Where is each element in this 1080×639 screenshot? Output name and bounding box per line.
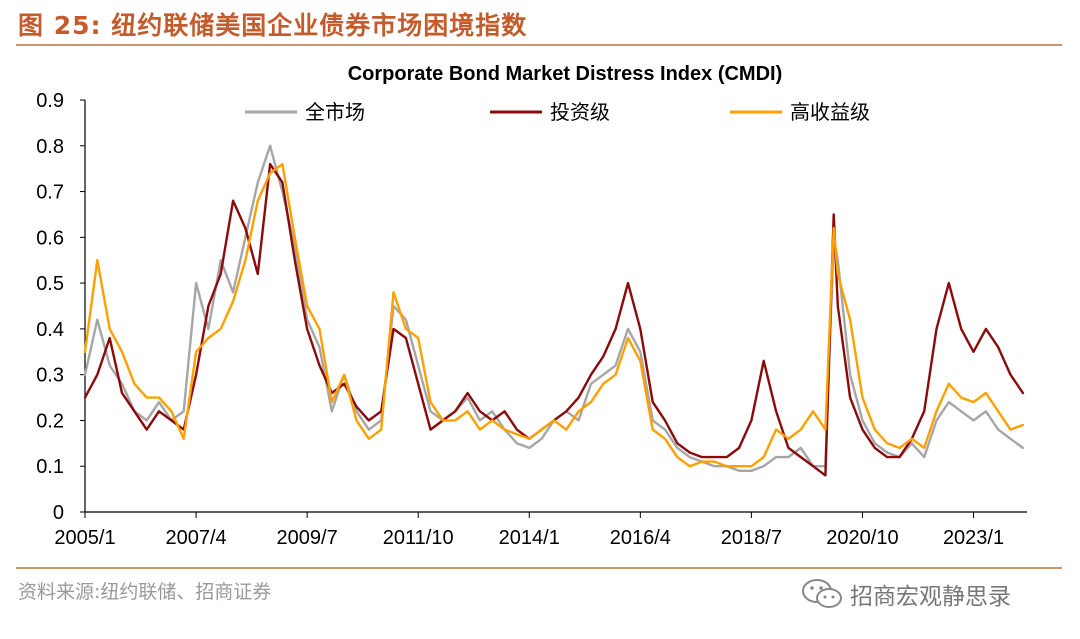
figure-label: 图 25: [18, 11, 102, 40]
legend-label-2: 高收益级 [790, 100, 870, 124]
figure-title-text: 纽约联储美国企业债券市场困境指数 [111, 11, 528, 40]
x-tick-label: 2005/1 [54, 527, 115, 549]
y-tick-label: 0.9 [36, 90, 64, 112]
chart-legend: 全市场 投资级 高收益级 [245, 100, 870, 124]
x-axis: 2005/1 2007/4 2009/7 2011/10 2014/1 2016/4 201… [54, 511, 1027, 549]
y-tick-label: 0.7 [36, 182, 64, 204]
source-note: 资料来源:纽约联储、招商证券 [18, 581, 272, 603]
y-tick-label: 0.3 [36, 365, 64, 387]
x-tick-label: 2007/4 [165, 527, 226, 549]
series-line-1 [83, 162, 1025, 477]
figure-title: 图 25: 纽约联储美国企业债券市场困境指数 [18, 6, 527, 42]
x-tick-label: 2014/1 [499, 527, 560, 549]
y-tick-label: 0.2 [36, 410, 64, 432]
legend-label-0: 全市场 [305, 100, 365, 124]
x-tick-label: 2020/10 [826, 527, 898, 549]
y-tick-label: 0.4 [36, 319, 64, 341]
legend-label-1: 投资级 [550, 100, 610, 124]
y-tick-label: 0.5 [36, 273, 64, 295]
series-line-2 [83, 162, 1025, 468]
y-tick-label: 0.8 [36, 136, 64, 158]
footer-rule [16, 567, 1062, 569]
x-tick-label: 2016/4 [610, 527, 671, 549]
chart-title: Corporate Bond Market Distress Index (CM… [348, 63, 783, 85]
x-tick-label: 2009/7 [277, 527, 338, 549]
y-tick-label: 0.1 [36, 456, 64, 478]
header-rule [16, 44, 1062, 46]
y-tick-label: 0 [53, 502, 64, 524]
x-tick-label: 2023/1 [943, 527, 1004, 549]
series-line-0 [83, 144, 1025, 472]
y-axis: 0 0.1 0.2 0.3 0.4 0.5 0.6 0.7 0.8 0.9 [36, 90, 86, 524]
y-tick-label: 0.6 [36, 227, 64, 249]
wechat-icon [802, 579, 842, 608]
cmdi-line-chart: Corporate Bond Market Distress Index (CM… [36, 63, 1027, 549]
watermark: 招商宏观静思录 [800, 577, 1011, 611]
watermark-text: 招商宏观静思录 [850, 584, 1011, 610]
x-tick-label: 2011/10 [383, 527, 454, 549]
series-lines [83, 144, 1025, 477]
x-tick-label: 2018/7 [721, 527, 782, 549]
